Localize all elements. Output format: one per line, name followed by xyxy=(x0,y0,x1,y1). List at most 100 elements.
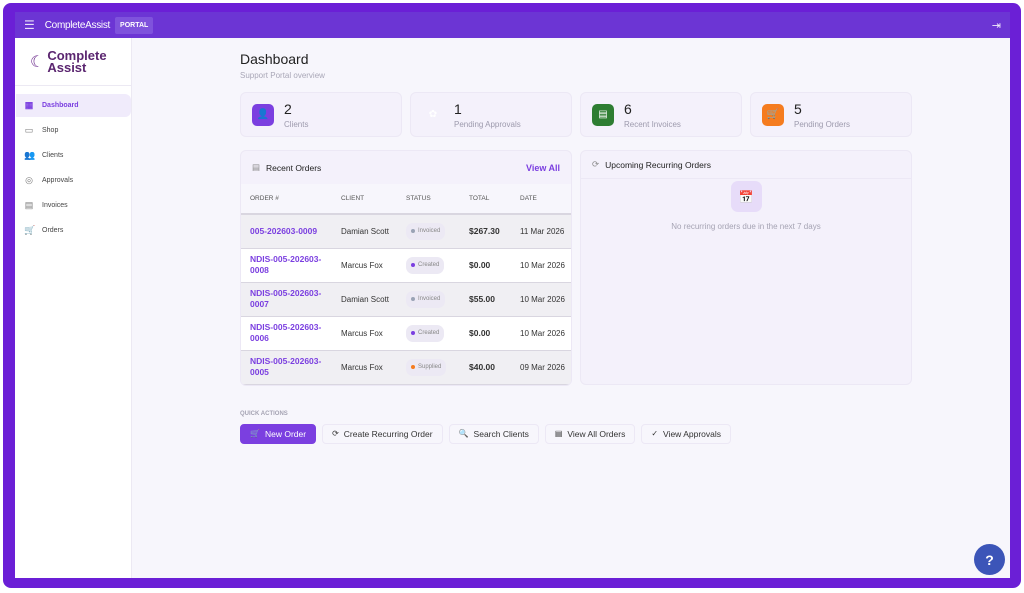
refresh-icon: ⟳ xyxy=(332,429,339,438)
client-cell: Damian Scott xyxy=(332,282,397,317)
sidebar-item-shop[interactable]: ▭ Shop xyxy=(16,119,131,142)
sidebar-item-approvals[interactable]: ◎ Approvals xyxy=(16,169,131,192)
status-badge: Invoiced xyxy=(406,290,446,308)
sidebar-item-label: Clients xyxy=(42,152,64,159)
sidebar: ☾ Complete Assist ▦ Dashboard ▭ Shop 👥 Clients… xyxy=(15,38,132,578)
status-badge: Supplied xyxy=(406,358,447,376)
stat-value: 6 xyxy=(624,100,632,117)
button-label: Search Clients xyxy=(473,428,529,439)
column-header: DATE xyxy=(511,184,571,215)
total-cell: $40.00 xyxy=(460,350,511,385)
store-icon: ▭ xyxy=(24,125,34,135)
sidebar-item-label: Approvals xyxy=(42,177,74,184)
order-number-link[interactable]: NDIS-005-202603-0008 xyxy=(241,248,332,283)
status-text: Created xyxy=(418,329,440,336)
new-order-button[interactable]: 🛒 New Order xyxy=(240,423,317,444)
receipt-icon: ▤ xyxy=(24,200,34,210)
help-button[interactable]: ? xyxy=(974,544,1005,575)
main-content: Dashboard Support Portal overview 👤 2 Clie… xyxy=(240,38,912,444)
order-number-link[interactable]: NDIS-005-202603-0005 xyxy=(241,350,332,385)
date-cell: 09 Mar 2026 xyxy=(511,350,571,385)
cart-icon: 🛒 xyxy=(762,103,784,126)
date-cell: 10 Mar 2026 xyxy=(511,282,571,317)
invoice-icon: ▤ xyxy=(592,103,614,126)
stat-card[interactable]: 👤 2 Clients xyxy=(240,92,402,137)
client-cell: Marcus Fox xyxy=(332,316,397,351)
view-all-orders-button[interactable]: ▤ View All Orders xyxy=(544,423,636,444)
status-badge: Created xyxy=(406,324,445,342)
orders-table: ORDER # CLIENT STATUS TOTAL DATE 005-202603-… xyxy=(241,184,571,385)
sidebar-item-dashboard[interactable]: ▦ Dashboard xyxy=(16,94,131,117)
date-cell: 10 Mar 2026 xyxy=(511,316,571,351)
date-cell: 11 Mar 2026 xyxy=(511,214,571,249)
logo-text: Assist xyxy=(47,59,87,75)
menu-collapse-icon[interactable]: ☰ xyxy=(24,18,35,32)
sidebar-item-orders[interactable]: 🛒 Orders xyxy=(16,219,131,242)
logo[interactable]: ☾ Complete Assist xyxy=(15,38,131,86)
check-circle-icon: ✓ xyxy=(651,429,659,438)
total-cell: $0.00 xyxy=(460,248,511,283)
date-cell: 10 Mar 2026 xyxy=(511,248,571,283)
column-header: STATUS xyxy=(397,184,460,215)
table-row[interactable]: NDIS-005-202603-0005 Marcus Fox Supplied… xyxy=(241,350,571,385)
button-label: View All Orders xyxy=(567,428,626,439)
receipt-icon: ▤ xyxy=(252,162,261,172)
card-title: Recent Orders xyxy=(266,162,322,173)
order-number-link[interactable]: NDIS-005-202603-0007 xyxy=(241,282,332,317)
view-all-link[interactable]: View All xyxy=(525,162,560,173)
sidebar-item-invoices[interactable]: ▤ Invoices xyxy=(16,194,131,217)
stat-label: Pending Orders xyxy=(794,119,851,129)
table-row[interactable]: NDIS-005-202603-0006 Marcus Fox Created … xyxy=(241,316,571,351)
client-cell: Marcus Fox xyxy=(332,350,397,385)
table-row[interactable]: 005-202603-0009 Damian Scott Invoiced $2… xyxy=(241,214,571,249)
status-text: Created xyxy=(418,261,440,268)
table-row[interactable]: NDIS-005-202603-0008 Marcus Fox Created … xyxy=(241,248,571,283)
approval-icon: ✿ xyxy=(422,103,444,126)
column-header: TOTAL xyxy=(460,184,511,215)
client-cell: Marcus Fox xyxy=(332,248,397,283)
column-header: CLIENT xyxy=(332,184,397,215)
column-header: ORDER # xyxy=(241,184,332,215)
users-icon: 👥 xyxy=(24,150,36,160)
order-number-link[interactable]: NDIS-005-202603-0006 xyxy=(241,316,332,351)
stat-value: 5 xyxy=(794,100,802,117)
stat-card[interactable]: ▤ 6 Recent Invoices xyxy=(580,92,742,137)
status-badge: Created xyxy=(406,256,445,274)
button-label: View Approvals xyxy=(663,428,722,439)
sidebar-nav: ▦ Dashboard ▭ Shop 👥 Clients ◎ Approvals ▤ Invoic… xyxy=(15,86,131,242)
page-title: Dashboard xyxy=(240,51,309,67)
sidebar-item-label: Invoices xyxy=(42,202,68,209)
button-label: New Order xyxy=(264,428,307,439)
stats-row: 👤 2 Clients ✿ 1 Pending Approvals ▤ 6 Recent Inv… xyxy=(240,92,912,137)
page-subtitle: Support Portal overview xyxy=(240,71,325,80)
order-number-link[interactable]: 005-202603-0009 xyxy=(241,214,332,249)
total-cell: $55.00 xyxy=(460,282,511,317)
brand-name: CompleteAssist xyxy=(44,19,111,31)
status-badge: Invoiced xyxy=(406,222,446,240)
sidebar-item-label: Orders xyxy=(42,227,64,234)
app: ☰ CompleteAssist PORTAL ⇥ ☾ Complete Assi… xyxy=(15,12,1010,578)
table-row[interactable]: NDIS-005-202603-0007 Damian Scott Invoic… xyxy=(241,282,571,317)
search-clients-button[interactable]: 🔍 Search Clients xyxy=(448,423,539,444)
button-label: Create Recurring Order xyxy=(343,428,433,439)
view-approvals-button[interactable]: ✓ View Approvals xyxy=(641,423,732,444)
quick-actions-label: QUICK ACTIONS xyxy=(240,410,288,417)
status-text: Invoiced xyxy=(418,227,441,234)
sidebar-item-label: Dashboard xyxy=(42,102,79,109)
logo-mark-icon: ☾ xyxy=(30,53,45,71)
recent-orders-card: ▤ Recent Orders View All ORDER # CLIENT ST… xyxy=(240,150,572,386)
logout-icon[interactable]: ⇥ xyxy=(991,19,1001,32)
create-recurring-order-button[interactable]: ⟳ Create Recurring Order xyxy=(322,423,443,444)
logo-text: Complete xyxy=(47,47,107,63)
stat-value: 1 xyxy=(454,100,462,117)
users-icon: 👤 xyxy=(252,103,274,126)
stat-label: Pending Approvals xyxy=(454,119,521,129)
sidebar-item-clients[interactable]: 👥 Clients xyxy=(16,144,131,167)
status-text: Supplied xyxy=(418,363,442,370)
quick-actions: 🛒 New Order ⟳ Create Recurring Order 🔍 Search… xyxy=(240,423,912,444)
cart-icon: 🛒 xyxy=(24,225,36,235)
cart-plus-icon: 🛒 xyxy=(250,429,260,438)
stat-card[interactable]: 🛒 5 Pending Orders xyxy=(750,92,912,137)
stat-label: Recent Invoices xyxy=(624,119,681,129)
stat-card[interactable]: ✿ 1 Pending Approvals xyxy=(410,92,572,137)
